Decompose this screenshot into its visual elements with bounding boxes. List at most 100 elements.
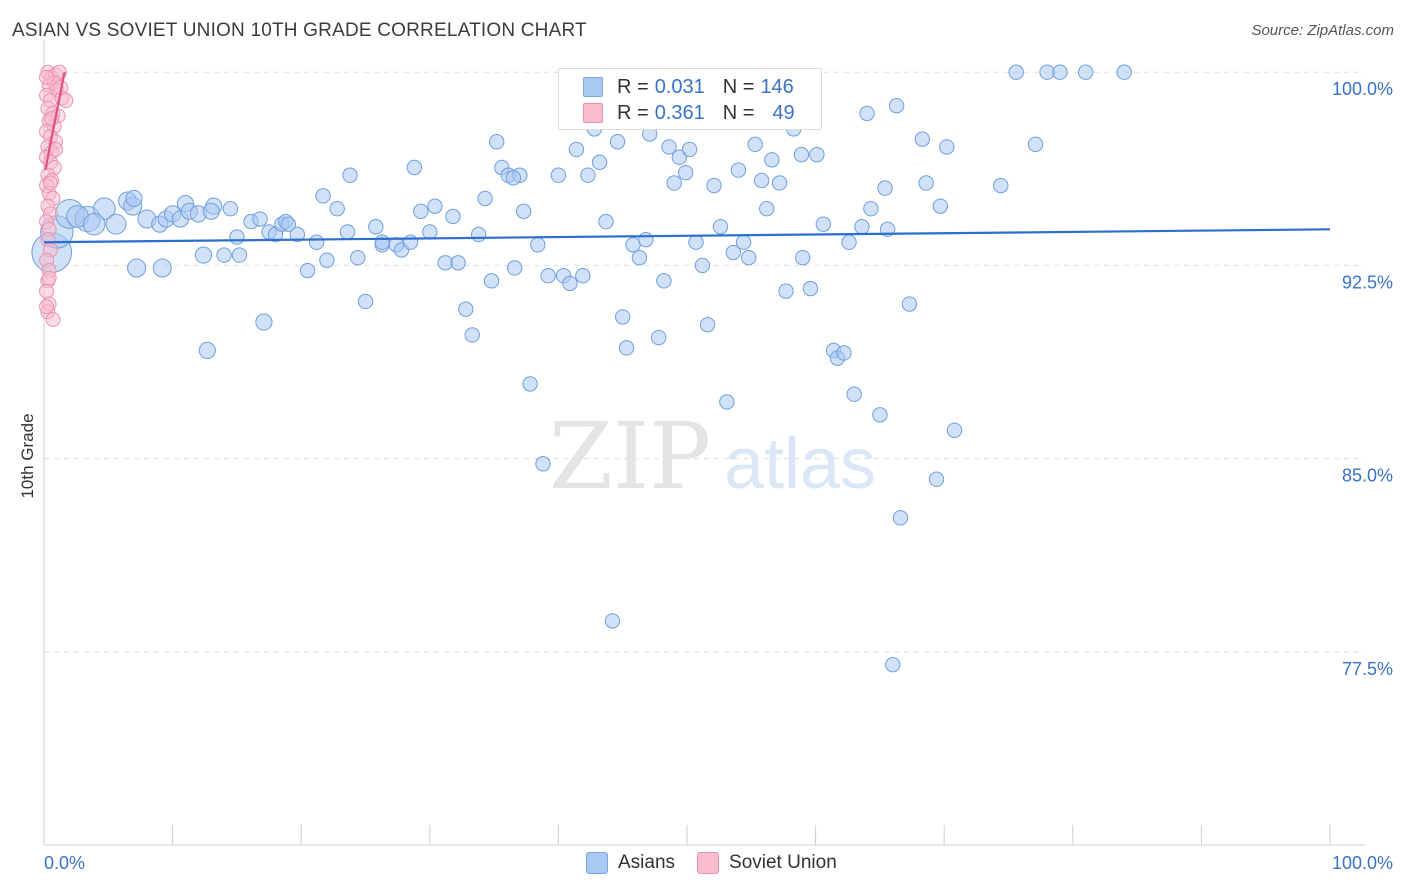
- point-asians: [678, 164, 694, 181]
- watermark: ZIP atlas: [549, 403, 876, 510]
- point-asians: [535, 456, 551, 472]
- point-asians: [815, 216, 832, 232]
- point-asians: [598, 213, 614, 230]
- point-asians: [580, 167, 596, 183]
- point-asians: [759, 201, 775, 217]
- point-asians: [625, 237, 641, 253]
- point-asians: [892, 510, 909, 526]
- legend-item-asians[interactable]: Asians: [586, 852, 675, 874]
- point-asians: [406, 159, 423, 176]
- legend-label-soviet-union: Soviet Union: [729, 852, 837, 873]
- point-asians: [809, 146, 825, 163]
- point-asians: [836, 345, 852, 361]
- gridlines: [44, 71, 1365, 653]
- point-asians: [229, 229, 245, 245]
- point-asians: [231, 247, 248, 263]
- series-legend: Asians Soviet Union: [586, 852, 859, 874]
- stats-legend: R = 0.031 N = 146 R = 0.361 N = 49: [558, 68, 822, 130]
- point-asians: [741, 249, 757, 266]
- point-asians: [802, 280, 819, 297]
- point-soviet-union: [45, 311, 61, 327]
- point-asians: [618, 340, 635, 356]
- point-asians: [699, 316, 716, 333]
- point-asians: [1027, 136, 1044, 153]
- point-asians: [450, 255, 466, 271]
- point-asians: [568, 141, 585, 158]
- point-asians: [308, 234, 325, 250]
- point-asians: [914, 131, 931, 147]
- point-asians: [841, 234, 857, 250]
- point-asians: [735, 234, 752, 250]
- point-asians: [152, 258, 172, 278]
- point-soviet-union: [39, 283, 55, 299]
- point-asians: [402, 234, 419, 250]
- point-asians: [350, 249, 366, 266]
- point-soviet-union: [42, 175, 58, 191]
- trend-line-soviet-union: [44, 71, 66, 171]
- point-asians: [877, 180, 893, 196]
- point-asians: [872, 407, 888, 423]
- point-asians: [688, 234, 704, 250]
- point-asians: [604, 613, 621, 629]
- point-asians: [591, 154, 608, 171]
- point-asians: [1116, 64, 1132, 80]
- point-asians: [1008, 64, 1024, 80]
- legend-swatch-asians: [583, 77, 603, 97]
- point-asians: [753, 172, 770, 189]
- legend-row-asians: R = 0.031 N = 146: [583, 75, 794, 99]
- point-asians: [1052, 64, 1068, 80]
- legend-swatch-soviet-union: [583, 103, 603, 123]
- point-asians: [928, 471, 945, 487]
- point-asians: [483, 273, 500, 289]
- legend-item-soviet-union[interactable]: Soviet Union: [697, 852, 837, 874]
- point-asians: [764, 152, 780, 168]
- x-tick-label: 0.0%: [44, 853, 85, 873]
- point-asians: [357, 293, 374, 310]
- point-asians: [575, 268, 591, 284]
- point-asians: [562, 275, 578, 292]
- point-asians: [105, 213, 127, 235]
- point-asians: [638, 231, 654, 248]
- point-asians: [854, 219, 870, 235]
- point-asians: [413, 203, 429, 220]
- point-asians: [719, 394, 735, 410]
- point-asians: [437, 255, 453, 271]
- point-asians: [939, 139, 955, 155]
- point-asians: [771, 175, 788, 191]
- point-asians: [681, 141, 698, 158]
- point-asians: [280, 216, 297, 232]
- point-asians: [885, 656, 901, 673]
- point-asians: [846, 386, 862, 402]
- tick-labels: 100.0% 92.5% 85.0% 77.5% 0.0% 100.0%: [44, 79, 1393, 873]
- point-asians: [795, 249, 811, 266]
- point-asians: [631, 249, 648, 266]
- point-asians: [255, 313, 273, 331]
- point-asians: [198, 341, 216, 360]
- point-asians: [194, 246, 213, 264]
- point-asians: [470, 226, 487, 243]
- legend-n-label: N =: [722, 75, 755, 98]
- point-asians: [368, 219, 384, 235]
- point-asians: [202, 202, 220, 220]
- point-asians: [666, 175, 682, 191]
- y-tick-label: 100.0%: [1332, 79, 1393, 99]
- point-asians: [859, 105, 875, 122]
- point-asians: [299, 262, 316, 279]
- point-asians: [477, 190, 493, 207]
- legend-r-label: R =: [617, 101, 649, 124]
- point-asians: [125, 189, 143, 208]
- point-asians: [901, 296, 918, 312]
- point-asians: [216, 247, 232, 263]
- point-asians: [445, 208, 461, 225]
- point-asians: [661, 139, 677, 155]
- legend-n-value: 146: [760, 75, 794, 98]
- point-asians: [706, 177, 722, 194]
- legend-r-value: 0.361: [654, 101, 705, 124]
- point-asians: [1039, 64, 1055, 80]
- point-asians: [82, 212, 106, 236]
- point-asians: [1077, 64, 1094, 80]
- point-asians: [427, 198, 443, 214]
- y-tick-label: 92.5%: [1342, 272, 1393, 292]
- series-soviet-union: [39, 64, 74, 327]
